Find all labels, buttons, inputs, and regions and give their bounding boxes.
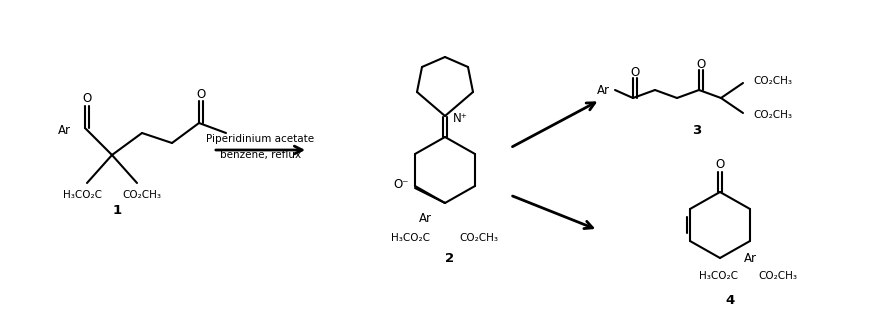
Text: H₃CO₂C: H₃CO₂C (392, 233, 431, 243)
Text: H₃CO₂C: H₃CO₂C (698, 271, 737, 281)
Text: 3: 3 (692, 123, 702, 136)
Text: N⁺: N⁺ (453, 113, 468, 126)
Text: Ar: Ar (418, 212, 431, 225)
Text: Ar: Ar (58, 125, 71, 137)
Text: O: O (196, 87, 206, 100)
Text: benzene, reflux: benzene, reflux (220, 150, 301, 160)
Text: O: O (715, 158, 725, 171)
Text: O⁻: O⁻ (393, 178, 409, 191)
Text: Ar: Ar (597, 84, 610, 96)
Text: H₃CO₂C: H₃CO₂C (64, 190, 103, 200)
Text: O: O (82, 93, 92, 106)
Text: CO₂CH₃: CO₂CH₃ (758, 271, 797, 281)
Text: O: O (630, 66, 640, 79)
Text: Ar: Ar (743, 252, 757, 265)
Text: 2: 2 (446, 252, 454, 265)
Text: CO₂CH₃: CO₂CH₃ (123, 190, 162, 200)
Text: Piperidinium acetate: Piperidinium acetate (207, 134, 315, 144)
Text: 4: 4 (726, 294, 735, 308)
Text: 1: 1 (112, 204, 122, 218)
Text: O: O (697, 58, 705, 71)
Text: CO₂CH₃: CO₂CH₃ (460, 233, 499, 243)
Text: CO₂CH₃: CO₂CH₃ (753, 110, 792, 120)
Text: CO₂CH₃: CO₂CH₃ (753, 76, 792, 86)
